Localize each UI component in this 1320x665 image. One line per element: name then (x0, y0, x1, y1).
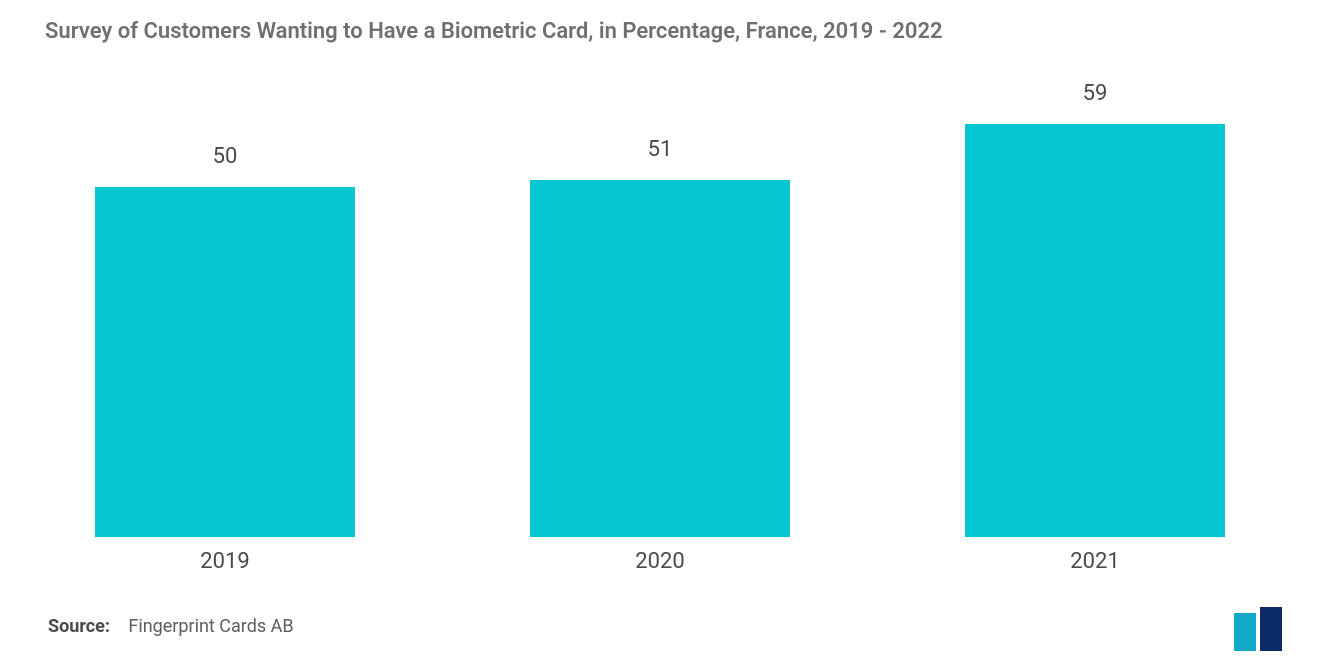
bar-category-label: 2020 (530, 549, 790, 574)
bar-value-label: 50 (95, 144, 355, 169)
logo-bar-right (1260, 607, 1282, 651)
source-label: Source: (48, 616, 110, 637)
plot-area: 502019512020592021 (95, 82, 1225, 537)
source-text: Fingerprint Cards AB (128, 616, 293, 637)
bar (95, 187, 355, 537)
bar (965, 124, 1225, 537)
bar-value-label: 51 (530, 137, 790, 162)
logo-bar-left (1234, 613, 1256, 651)
brand-logo (1230, 607, 1292, 651)
bar-category-label: 2019 (95, 549, 355, 574)
chart-title: Survey of Customers Wanting to Have a Bi… (45, 18, 1275, 47)
bar-value-label: 59 (965, 81, 1225, 106)
bar (530, 180, 790, 537)
bar-category-label: 2021 (965, 549, 1225, 574)
source-footer: Source: Fingerprint Cards AB (48, 616, 294, 637)
